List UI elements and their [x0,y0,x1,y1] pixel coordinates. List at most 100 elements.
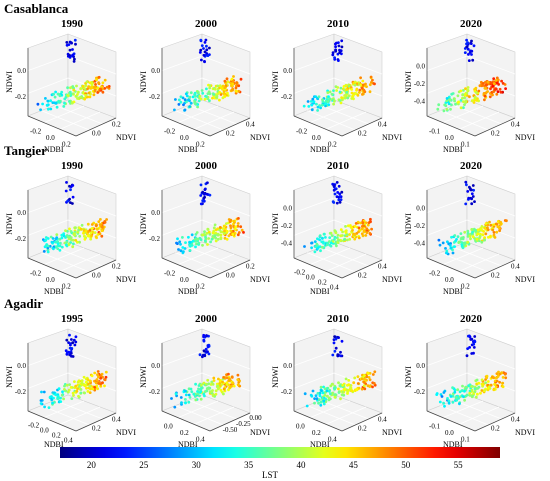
scatter-point [339,49,343,53]
scatter-point [223,229,226,233]
scatter-point [64,243,68,247]
scatter-point [346,238,349,242]
scatter-point [105,85,109,89]
scatter-point [184,401,187,405]
scatter-point [366,384,370,388]
ndbi-tick: -0.2 [296,127,308,135]
scatter-point [348,237,352,241]
scatter-point [201,91,205,95]
scatter-point [51,237,55,240]
ndbi-axis-label: NDBI [310,287,330,296]
panel-year: 2000 [195,18,217,30]
scatter-point [88,95,92,99]
scatter-point [180,401,183,405]
scatter-point [188,105,192,108]
scatter-point [317,95,321,99]
scatter-point [479,228,483,231]
scatter-point [321,391,325,395]
city-label: Agadir [4,296,43,311]
scatter-point [357,386,361,390]
scatter-point [59,400,63,403]
scatter-point [56,397,60,401]
scatter-point [49,99,52,103]
scatter-point [474,90,478,94]
scatter-point [344,377,348,381]
scatter-point [340,393,344,397]
scatter-point [213,223,217,227]
scatter-point [338,90,342,94]
scatter-point [219,379,222,382]
colorbar-label: LST [261,470,278,480]
scatter-point [205,334,208,337]
scatter-point [343,238,346,241]
scatter-point [322,241,325,245]
scatter-point [306,100,310,103]
scatter-point [317,401,320,405]
scatter-point [235,81,239,84]
scatter-point [71,101,74,105]
scatter-point [197,387,200,391]
scatter-point [69,41,73,44]
scatter-point [356,375,360,378]
scatter-point [60,90,64,94]
scatter-point [206,227,210,231]
scatter-point [100,229,104,233]
scatter-point [72,60,76,63]
scatter-point [86,222,90,226]
scatter-point [185,100,188,104]
scatter-point [52,92,55,96]
scatter-point [45,103,49,107]
scatter-point [215,94,219,98]
scatter-point [337,239,340,242]
scatter-point [67,235,71,239]
scatter-point [205,387,209,390]
scatter-point [459,99,463,102]
scatter-point [89,237,93,241]
ndwi-tick: 0.0 [416,63,425,71]
scatter-point [454,102,457,106]
scatter-point [331,200,335,204]
scatter-point [71,92,75,96]
ndwi-tick: -0.2 [149,93,161,101]
scatter-point [450,92,454,96]
ndbi-axis-label: NDBI [44,145,64,154]
scatter-point [349,386,353,390]
scatter-point [202,53,206,57]
scatter-point [325,389,329,393]
scatter-point [450,103,453,107]
scatter-point [69,188,72,192]
scatter-point [454,396,458,399]
scatter-point [488,220,491,224]
scatter-point [76,383,80,387]
scatter-point [217,386,221,390]
scatter-point [337,390,341,394]
scatter-point [104,370,108,374]
scatter-point [356,220,360,224]
ndvi-tick: -0.25 [236,420,251,428]
scatter-point [205,231,209,235]
scatter-point [93,89,97,92]
scatter-points [175,181,245,255]
scatter-point [194,245,197,249]
scatter-point [93,386,97,389]
scatter-point [495,379,499,383]
scatter-point [242,231,245,234]
scatter-point [367,376,371,379]
ndvi-axis-label: NDVI [116,133,136,142]
scatter-point [490,81,494,85]
scatter-point [78,234,82,238]
scatter-point [350,91,354,95]
scatter-point [359,83,363,87]
ndwi-tick: -0.2 [149,388,161,396]
scatter-point [199,388,203,391]
scatter-point [200,89,204,92]
scatter-point [463,230,467,234]
scatter-point [332,341,336,345]
scatter-point [322,399,326,403]
scatter-point [478,232,482,236]
scatter-point [489,87,492,91]
scatter-point [498,229,501,233]
ndwi-tick: -0.2 [414,388,426,396]
scatter-point [361,83,365,87]
scatter-point [475,99,478,102]
